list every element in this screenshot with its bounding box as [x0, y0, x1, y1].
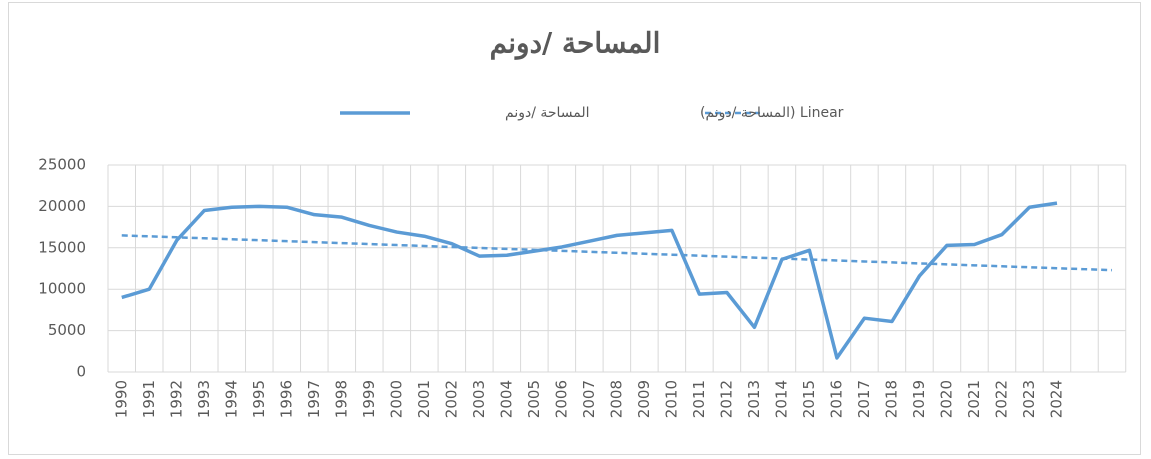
chart-border — [8, 2, 1141, 455]
x-tick-label: 2006 — [552, 380, 570, 418]
x-tick-label: 2001 — [415, 380, 433, 418]
x-tick-label: 2007 — [580, 380, 598, 418]
x-tick-label: 2018 — [882, 380, 900, 418]
x-tick-label: 2011 — [690, 380, 708, 418]
x-tick-label: 1993 — [195, 380, 213, 418]
x-tick-label: 2008 — [607, 380, 625, 418]
legend-label: المساحة /دونم — [505, 105, 590, 121]
y-tick-label: 10000 — [38, 280, 86, 298]
x-tick-label: 2004 — [497, 380, 515, 418]
series-line — [121, 201, 1058, 360]
x-tick-label: 2022 — [992, 380, 1010, 418]
x-tick-label: 2024 — [1047, 380, 1065, 418]
x-tick-label: 2017 — [855, 380, 873, 418]
x-tick-label: 1994 — [222, 380, 240, 418]
y-tick-label: 20000 — [38, 197, 86, 215]
x-tick-label: 1991 — [140, 380, 158, 418]
x-tick-label: 2003 — [470, 380, 488, 418]
y-tick-label: 0 — [76, 363, 86, 381]
y-tick-label: 25000 — [38, 156, 86, 174]
x-tick-label: 2012 — [717, 380, 735, 418]
x-tick-label: 2020 — [937, 380, 955, 418]
x-tick-label: 1998 — [332, 380, 350, 418]
y-tick-label: 5000 — [48, 321, 86, 339]
x-tick-label: 2014 — [772, 380, 790, 418]
x-tick-label: 2019 — [910, 380, 928, 418]
x-tick-label: 2016 — [827, 380, 845, 418]
x-tick-label: 1999 — [360, 380, 378, 418]
x-tick-label: 2000 — [387, 380, 405, 418]
x-tick-label: 2021 — [965, 380, 983, 418]
x-tick-label: 1997 — [305, 380, 323, 418]
x-tick-label: 2010 — [662, 380, 680, 418]
x-tick-label: 2005 — [525, 380, 543, 418]
x-tick-label: 1990 — [112, 380, 130, 418]
legend-label: Linear (المساحة /دونم) — [700, 105, 844, 121]
x-tick-label: 1992 — [167, 380, 185, 418]
x-tick-label: 2002 — [442, 380, 460, 418]
x-tick-label: 2023 — [1020, 380, 1038, 418]
x-tick-label: 2013 — [745, 380, 763, 418]
x-tick-label: 2015 — [800, 380, 818, 418]
y-tick-label: 15000 — [38, 238, 86, 256]
x-tick-label: 1995 — [250, 380, 268, 418]
x-tick-label: 2009 — [635, 380, 653, 418]
series-line — [121, 234, 1113, 272]
x-tick-label: 1996 — [277, 380, 295, 418]
chart-title: المساحة /دونم — [490, 27, 661, 61]
